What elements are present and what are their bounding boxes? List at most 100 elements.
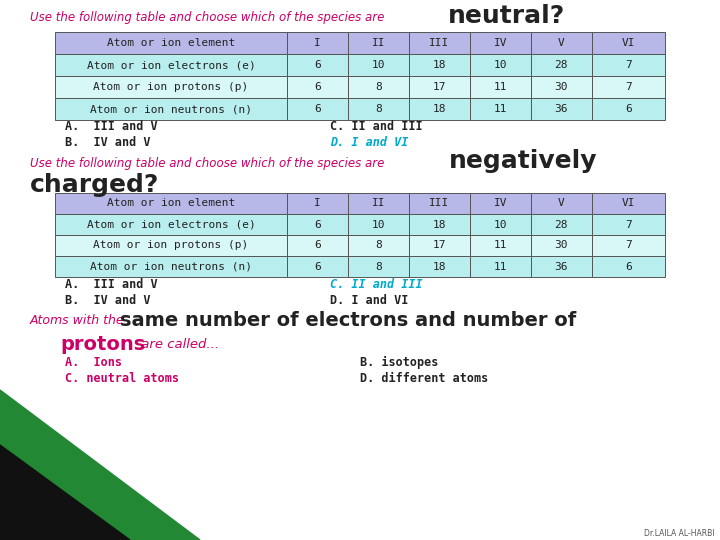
Bar bbox=[409, 193, 470, 214]
Text: 6: 6 bbox=[314, 261, 320, 272]
Text: I: I bbox=[314, 199, 320, 208]
Text: 8: 8 bbox=[375, 261, 382, 272]
Text: Atom or ion element: Atom or ion element bbox=[107, 199, 235, 208]
Text: Atom or ion protons (p): Atom or ion protons (p) bbox=[94, 240, 248, 251]
Bar bbox=[470, 256, 531, 277]
Bar bbox=[287, 54, 348, 76]
Text: 11: 11 bbox=[493, 240, 507, 251]
Bar bbox=[592, 256, 665, 277]
Bar bbox=[592, 98, 665, 120]
Text: 36: 36 bbox=[554, 261, 568, 272]
Text: B.  IV and V: B. IV and V bbox=[65, 137, 150, 150]
Bar bbox=[531, 214, 592, 235]
Text: 7: 7 bbox=[625, 219, 631, 230]
Text: D. I and VI: D. I and VI bbox=[330, 294, 408, 307]
Text: 8: 8 bbox=[375, 240, 382, 251]
Bar bbox=[409, 54, 470, 76]
Text: 18: 18 bbox=[433, 219, 446, 230]
Bar bbox=[348, 193, 409, 214]
Bar bbox=[470, 193, 531, 214]
Text: 10: 10 bbox=[493, 219, 507, 230]
Polygon shape bbox=[0, 445, 130, 540]
Bar bbox=[348, 256, 409, 277]
Text: 17: 17 bbox=[433, 82, 446, 92]
Text: A.  Ions: A. Ions bbox=[65, 355, 122, 368]
Bar bbox=[470, 98, 531, 120]
Text: 30: 30 bbox=[554, 82, 568, 92]
Bar bbox=[287, 235, 348, 256]
Text: 30: 30 bbox=[554, 240, 568, 251]
Text: D. I and VI: D. I and VI bbox=[330, 137, 408, 150]
Text: D. different atoms: D. different atoms bbox=[360, 372, 488, 384]
Text: Dr.LAILA AL-HARBI: Dr.LAILA AL-HARBI bbox=[644, 529, 715, 538]
Text: Atoms with the: Atoms with the bbox=[30, 314, 129, 327]
Text: same number of electrons and number of: same number of electrons and number of bbox=[120, 310, 576, 329]
Text: 8: 8 bbox=[375, 104, 382, 114]
Bar bbox=[55, 76, 287, 98]
Text: 8: 8 bbox=[375, 82, 382, 92]
Bar bbox=[55, 235, 287, 256]
Bar bbox=[409, 76, 470, 98]
Text: A.  III and V: A. III and V bbox=[65, 120, 158, 133]
Text: 7: 7 bbox=[625, 60, 631, 70]
Text: I: I bbox=[314, 38, 320, 48]
Bar bbox=[287, 98, 348, 120]
Text: 36: 36 bbox=[554, 104, 568, 114]
Text: 10: 10 bbox=[372, 60, 385, 70]
Text: charged?: charged? bbox=[30, 173, 159, 197]
Bar bbox=[287, 256, 348, 277]
Text: B. isotopes: B. isotopes bbox=[360, 355, 438, 368]
Bar bbox=[287, 193, 348, 214]
Bar bbox=[592, 193, 665, 214]
Text: are called...: are called... bbox=[137, 338, 219, 350]
Text: 18: 18 bbox=[433, 104, 446, 114]
Bar bbox=[55, 98, 287, 120]
Bar bbox=[348, 54, 409, 76]
Text: C. II and III: C. II and III bbox=[330, 120, 423, 133]
Bar bbox=[470, 235, 531, 256]
Bar bbox=[409, 235, 470, 256]
Bar bbox=[531, 193, 592, 214]
Text: 28: 28 bbox=[554, 219, 568, 230]
Bar bbox=[55, 54, 287, 76]
Bar bbox=[470, 214, 531, 235]
Text: 6: 6 bbox=[314, 104, 320, 114]
Bar bbox=[348, 32, 409, 54]
Bar bbox=[409, 32, 470, 54]
Text: VI: VI bbox=[621, 38, 635, 48]
Bar bbox=[531, 235, 592, 256]
Text: 11: 11 bbox=[493, 82, 507, 92]
Text: 28: 28 bbox=[554, 60, 568, 70]
Bar bbox=[287, 214, 348, 235]
Bar bbox=[55, 214, 287, 235]
Text: Use the following table and choose which of the species are: Use the following table and choose which… bbox=[30, 157, 388, 170]
Bar bbox=[287, 76, 348, 98]
Text: Atom or ion neutrons (n): Atom or ion neutrons (n) bbox=[90, 104, 252, 114]
Text: III: III bbox=[429, 38, 449, 48]
Bar bbox=[348, 214, 409, 235]
Text: V: V bbox=[558, 199, 564, 208]
Text: negatively: negatively bbox=[449, 149, 598, 173]
Bar bbox=[592, 235, 665, 256]
Text: Atom or ion element: Atom or ion element bbox=[107, 38, 235, 48]
Text: 7: 7 bbox=[625, 240, 631, 251]
Bar bbox=[531, 54, 592, 76]
Bar bbox=[470, 32, 531, 54]
Bar bbox=[531, 256, 592, 277]
Text: C. neutral atoms: C. neutral atoms bbox=[65, 372, 179, 384]
Text: B.  IV and V: B. IV and V bbox=[65, 294, 150, 307]
Text: II: II bbox=[372, 38, 385, 48]
Text: Use the following table and choose which of the species are: Use the following table and choose which… bbox=[30, 10, 388, 24]
Bar bbox=[55, 32, 287, 54]
Text: Atom or ion neutrons (n): Atom or ion neutrons (n) bbox=[90, 261, 252, 272]
Text: neutral?: neutral? bbox=[448, 4, 565, 28]
Bar bbox=[531, 98, 592, 120]
Text: VI: VI bbox=[621, 199, 635, 208]
Bar bbox=[470, 54, 531, 76]
Bar bbox=[592, 76, 665, 98]
Text: A.  III and V: A. III and V bbox=[65, 278, 158, 291]
Bar bbox=[592, 214, 665, 235]
Bar bbox=[531, 76, 592, 98]
Bar bbox=[348, 235, 409, 256]
Bar bbox=[348, 76, 409, 98]
